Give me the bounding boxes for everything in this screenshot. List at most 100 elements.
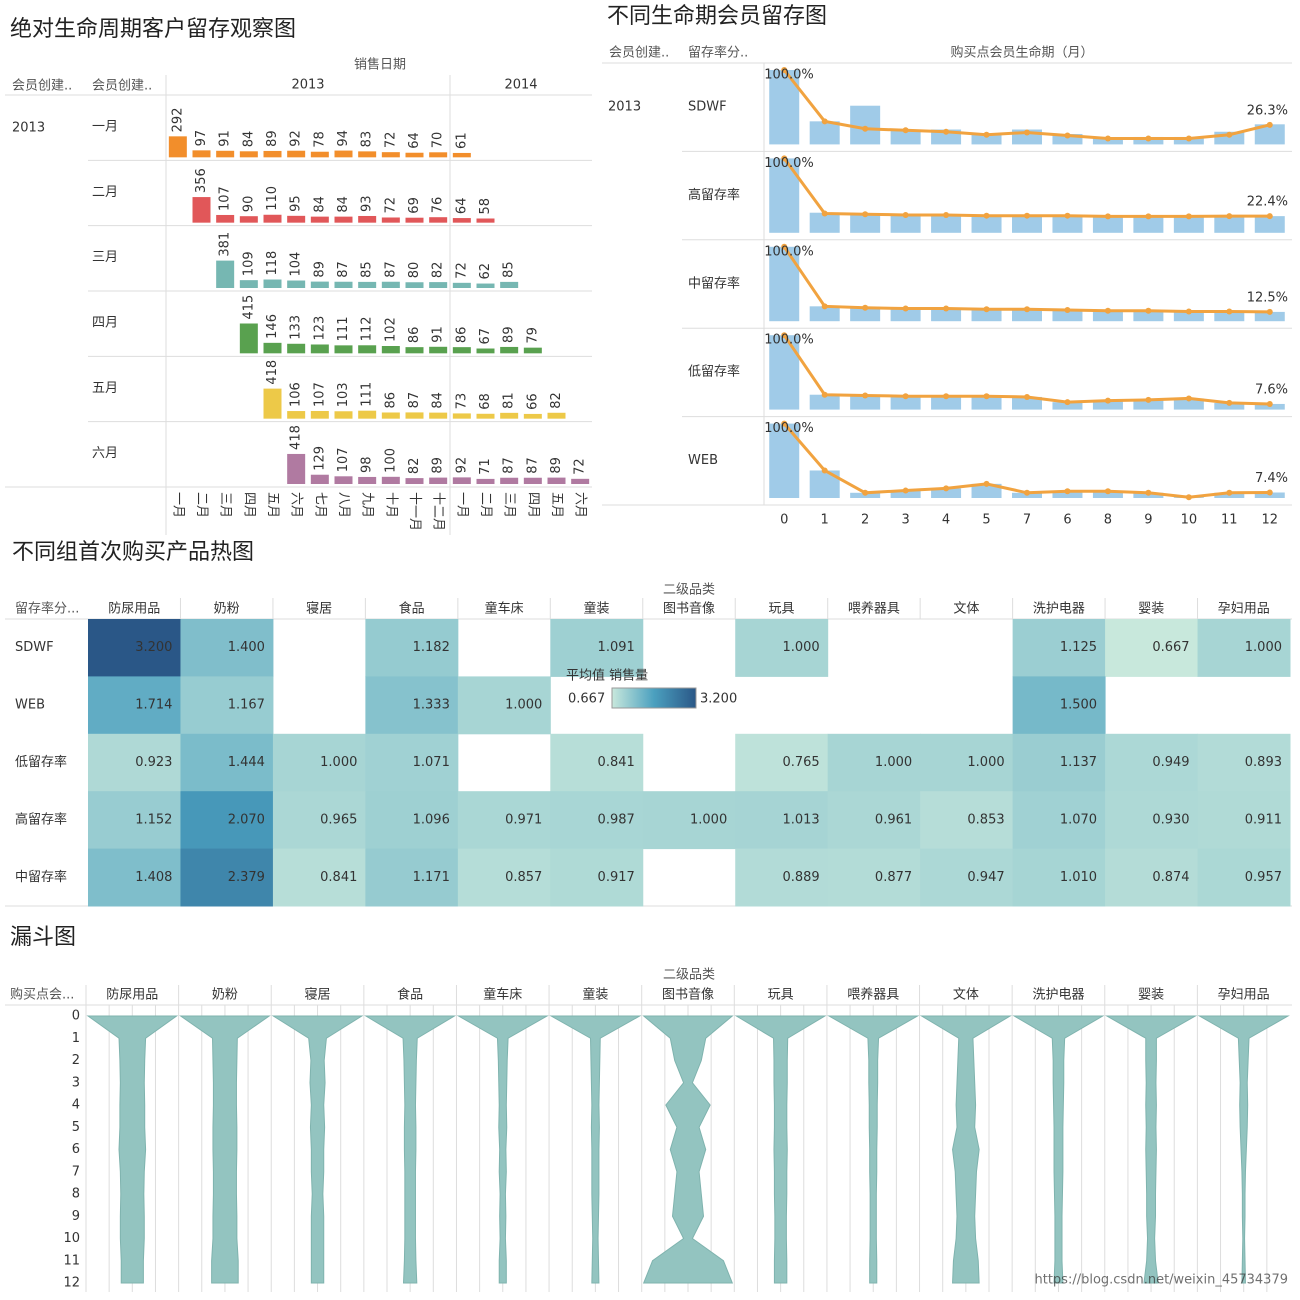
bar xyxy=(334,476,353,484)
bar xyxy=(239,216,258,223)
heat-cell xyxy=(1012,619,1106,677)
cell-label: 1.167 xyxy=(228,698,265,713)
point xyxy=(1064,132,1071,139)
x-tick-label: 七月 xyxy=(312,492,327,518)
funnel-shape xyxy=(1012,1015,1105,1284)
point xyxy=(1266,121,1273,128)
point xyxy=(1266,213,1273,220)
cell-label: 0.765 xyxy=(782,755,819,770)
heat-cell xyxy=(550,619,644,677)
data-label: 111 xyxy=(336,317,351,342)
column-label: 洗护电器 xyxy=(1032,988,1084,1003)
data-label: 356 xyxy=(194,168,209,193)
y-tick-label: 6 xyxy=(72,1142,80,1157)
data-label: 292 xyxy=(170,108,185,133)
bar xyxy=(1214,402,1245,410)
column-label: 奶粉 xyxy=(214,602,240,617)
point xyxy=(821,303,828,310)
retention-line xyxy=(783,157,1270,218)
point xyxy=(1266,308,1273,315)
bar xyxy=(310,410,329,419)
point xyxy=(983,480,990,487)
data-label: 112 xyxy=(360,316,375,341)
funnel-shape xyxy=(179,1015,271,1284)
bar xyxy=(216,214,235,223)
cell-label: 1.071 xyxy=(413,755,450,770)
panel-title: 不同组首次购买产品热图 xyxy=(12,540,254,565)
bar xyxy=(334,411,353,419)
cell-label: 0.957 xyxy=(1245,870,1282,885)
x-tick-label: 五月 xyxy=(265,492,280,518)
point xyxy=(1104,488,1111,495)
bar xyxy=(263,150,282,158)
data-label: 89 xyxy=(502,326,517,343)
bar xyxy=(571,478,590,484)
heat-cell xyxy=(88,733,181,792)
bar xyxy=(931,488,962,498)
heat-cell xyxy=(88,619,181,677)
cell-label: 0.841 xyxy=(320,870,357,885)
cell-label: 0.947 xyxy=(967,870,1004,885)
point xyxy=(1226,213,1233,220)
data-label: 64 xyxy=(407,132,422,149)
x-tick-label: 六月 xyxy=(573,492,588,518)
bar xyxy=(850,395,881,410)
data-label: 89 xyxy=(312,261,327,278)
column-header: 二级品类 xyxy=(663,968,715,983)
bar xyxy=(890,490,921,498)
heat-cell xyxy=(735,619,829,677)
x-tick-label: 九月 xyxy=(360,492,375,518)
data-label: 84 xyxy=(336,196,351,213)
data-label: 102 xyxy=(383,317,398,342)
heat-cell xyxy=(1012,676,1106,735)
heat-cell xyxy=(1197,619,1291,677)
bar xyxy=(500,477,519,484)
bar xyxy=(850,307,881,322)
bar xyxy=(310,344,329,354)
bar xyxy=(452,347,471,354)
point xyxy=(781,332,788,339)
point xyxy=(1064,212,1071,219)
funnel-shape xyxy=(919,1015,1012,1284)
x-tick-label: 三月 xyxy=(218,492,233,518)
data-label: 64 xyxy=(454,198,469,215)
segment-label: SDWF xyxy=(688,100,727,115)
point xyxy=(943,128,950,135)
row-label: 低留存率 xyxy=(15,754,67,770)
bar xyxy=(263,279,282,288)
bar xyxy=(500,412,519,419)
legend-max: 3.200 xyxy=(700,692,737,707)
bar xyxy=(476,348,495,354)
bar xyxy=(405,478,424,484)
x-tick-label: 六月 xyxy=(289,492,304,518)
column-label: 童车床 xyxy=(483,987,522,1003)
bar xyxy=(381,345,400,354)
x-tick-label: 8 xyxy=(1104,513,1112,528)
x-tick-label: 十二月 xyxy=(431,492,446,531)
heat-cell xyxy=(550,791,644,850)
row-header: 留存率分... xyxy=(15,601,79,617)
retention-line xyxy=(783,69,1271,140)
cell-label: 0.857 xyxy=(505,870,542,885)
bar xyxy=(239,280,258,288)
heat-cell xyxy=(827,791,921,850)
point xyxy=(1145,489,1152,496)
point xyxy=(1266,489,1273,496)
heat-cell xyxy=(88,676,181,735)
data-label: 67 xyxy=(478,328,493,345)
point xyxy=(821,467,828,474)
column-label: 洗护电器 xyxy=(1033,602,1085,617)
heat-cell xyxy=(180,619,274,677)
point xyxy=(1064,399,1071,406)
cohort-label: 二月 xyxy=(92,185,118,200)
cell-label: 1.000 xyxy=(967,755,1004,770)
data-label: 84 xyxy=(241,131,256,148)
heat-cell xyxy=(827,848,921,907)
bar xyxy=(358,215,377,223)
bar xyxy=(381,281,400,288)
point xyxy=(943,393,950,400)
heat-cell xyxy=(642,791,736,850)
column-header: 二级品类 xyxy=(663,583,715,598)
y-tick-label: 12 xyxy=(63,1276,80,1291)
data-label: 58 xyxy=(478,198,493,215)
